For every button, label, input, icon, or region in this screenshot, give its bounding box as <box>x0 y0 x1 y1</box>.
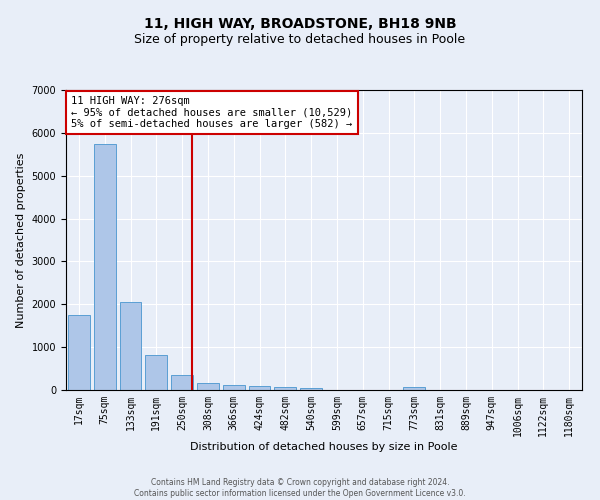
Text: 11 HIGH WAY: 276sqm
← 95% of detached houses are smaller (10,529)
5% of semi-det: 11 HIGH WAY: 276sqm ← 95% of detached ho… <box>71 96 352 129</box>
Bar <box>197 382 219 390</box>
Bar <box>223 386 245 390</box>
Bar <box>274 386 296 390</box>
Text: 11, HIGH WAY, BROADSTONE, BH18 9NB: 11, HIGH WAY, BROADSTONE, BH18 9NB <box>143 18 457 32</box>
Bar <box>94 144 116 390</box>
Bar <box>145 354 167 390</box>
Bar <box>119 302 142 390</box>
Bar <box>171 376 193 390</box>
Text: Contains HM Land Registry data © Crown copyright and database right 2024.
Contai: Contains HM Land Registry data © Crown c… <box>134 478 466 498</box>
Bar <box>248 386 271 390</box>
Bar <box>403 388 425 390</box>
Bar <box>300 388 322 390</box>
Text: Size of property relative to detached houses in Poole: Size of property relative to detached ho… <box>134 32 466 46</box>
Y-axis label: Number of detached properties: Number of detached properties <box>16 152 26 328</box>
X-axis label: Distribution of detached houses by size in Poole: Distribution of detached houses by size … <box>190 442 458 452</box>
Bar <box>68 315 90 390</box>
